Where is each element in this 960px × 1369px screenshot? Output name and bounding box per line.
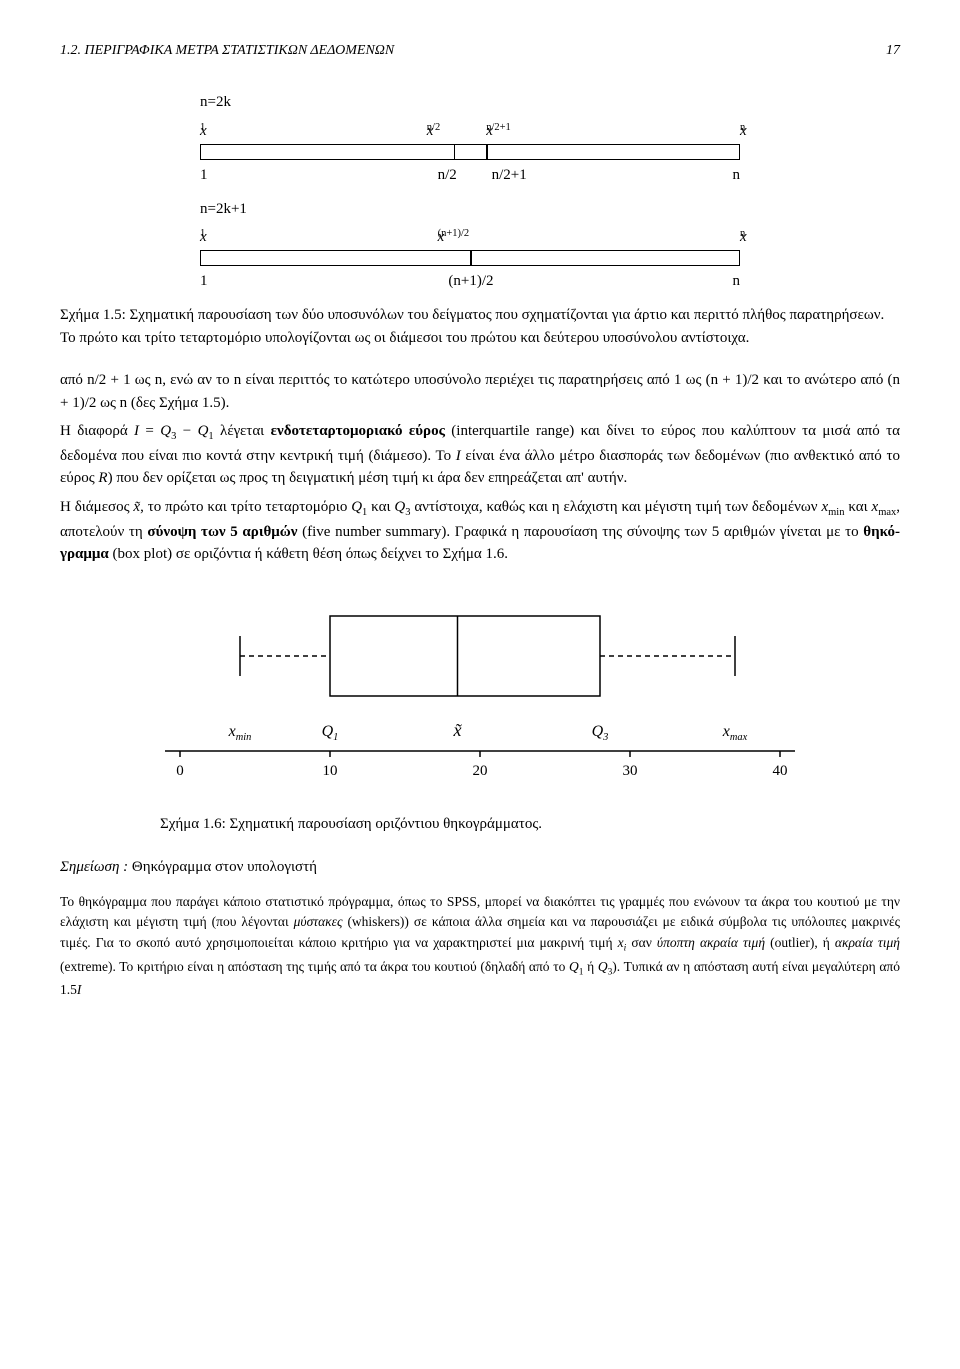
paragraph-1: από n/2 + 1 ως n, ενώ αν το n είναι περι… xyxy=(60,369,900,414)
svg-text:30: 30 xyxy=(623,763,638,779)
diag-odd-bar xyxy=(200,250,740,266)
diagram-odd: n=2k+1 x1 x(n+1)/2 xn 1 (n+1)/2 n xyxy=(200,198,740,295)
svg-text:10: 10 xyxy=(323,763,338,779)
boxplot-svg: xmin Q1 x̃ Q3 xmax 0 10 20 30 40 xyxy=(140,596,820,796)
boxplot-figure: xmin Q1 x̃ Q3 xmax 0 10 20 30 40 xyxy=(140,596,820,804)
diagram-even: n=2k x1 xn/2 xn/2+1 xn 1 n/2 n/2+1 n xyxy=(200,91,740,188)
note-heading: Σημείωση : Θηκόγραμμα στον υπολογιστή xyxy=(60,856,900,879)
svg-text:Q1: Q1 xyxy=(322,723,339,743)
svg-text:Q3: Q3 xyxy=(592,723,609,743)
paragraph-3: Η διάμεσος x̃, το πρώτο και τρίτο τεταρτ… xyxy=(60,496,900,566)
diagram-even-title: n=2k xyxy=(200,91,740,114)
diag-odd-top-labels: x1 x(n+1)/2 xn xyxy=(200,226,740,250)
figure-1-5-caption: Σχήμα 1.5: Σχηματική παρουσίαση των δύο … xyxy=(60,304,900,349)
svg-text:20: 20 xyxy=(473,763,488,779)
diag-odd-bot-labels: 1 (n+1)/2 n xyxy=(200,270,740,294)
svg-text:xmin: xmin xyxy=(228,723,252,743)
page-header: 1.2. ΠΕΡΙΓΡΑΦΙΚΑ ΜΕΤΡΑ ΣΤΑΤΙΣΤΙΚΩΝ ΔΕΔΟΜ… xyxy=(60,40,900,61)
diag-even-bot-labels: 1 n/2 n/2+1 n xyxy=(200,164,740,188)
section-title: 1.2. ΠΕΡΙΓΡΑΦΙΚΑ ΜΕΤΡΑ ΣΤΑΤΙΣΤΙΚΩΝ ΔΕΔΟΜ… xyxy=(60,40,394,61)
diagram-odd-title: n=2k+1 xyxy=(200,198,740,221)
svg-text:x̃: x̃ xyxy=(453,720,463,740)
diag-even-bar xyxy=(200,144,740,160)
figure-1-6-caption: Σχήμα 1.6: Σχηματική παρουσίαση οριζόντι… xyxy=(160,813,900,836)
svg-text:0: 0 xyxy=(176,763,184,779)
paragraph-2: Η διαφορά I = Q3 − Q1 λέγεται ενδοτεταρτ… xyxy=(60,420,900,490)
diag-even-top-labels: x1 xn/2 xn/2+1 xn xyxy=(200,120,740,144)
svg-text:xmax: xmax xyxy=(722,723,748,743)
svg-text:40: 40 xyxy=(773,763,788,779)
page-number: 17 xyxy=(886,40,900,61)
note-body: Το θηκόγραμμα που παράγει κάποιο στατιστ… xyxy=(60,892,900,1001)
